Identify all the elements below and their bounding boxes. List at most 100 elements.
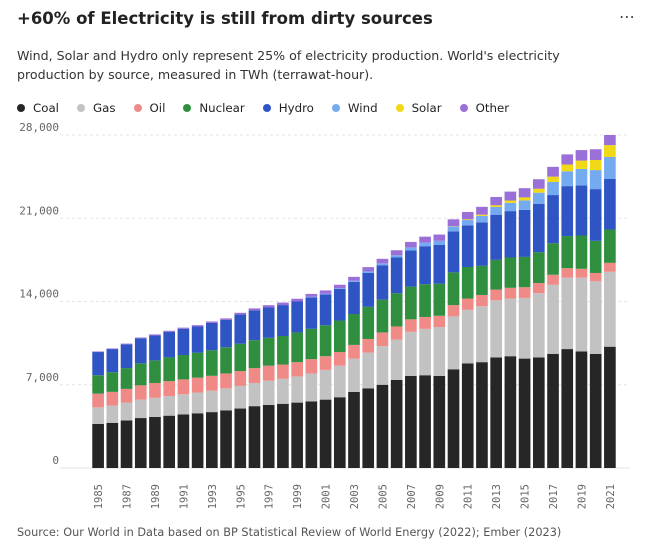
bar-segment-hydro (134, 338, 147, 364)
bar-segment-wind (419, 242, 431, 247)
bar-segment-gas (333, 365, 346, 398)
bar-segment-hydro (575, 185, 588, 236)
bar-segment-gas (291, 376, 303, 403)
bar-segment-nuclear (518, 256, 531, 288)
bar-segment-nuclear (248, 340, 261, 369)
bar-segment-oil (348, 344, 360, 359)
bar-segment-coal (277, 403, 289, 468)
bar-segment-wind (390, 255, 403, 258)
y-tick-label: 21,000 (19, 204, 59, 217)
bar-segment-other (604, 135, 616, 146)
bar-segment-oil (362, 338, 375, 353)
bar-segment-nuclear (447, 272, 460, 306)
bar-segment-nuclear (490, 259, 502, 290)
bar-segment-other (405, 241, 417, 248)
more-options-icon[interactable]: ⋯ (619, 7, 635, 26)
chart-legend: Coal Gas Oil Nuclear Hydro Wind Solar Ot… (17, 101, 527, 115)
bar-segment-nuclear (163, 357, 176, 382)
bar-segment-gas (277, 378, 289, 404)
bar-segment-coal (376, 384, 389, 468)
bar-segment-nuclear (262, 337, 275, 366)
legend-label: Hydro (278, 101, 314, 115)
bar-segment-coal (504, 356, 517, 468)
bar-segment-hydro (348, 281, 360, 314)
bar-segment-coal (149, 416, 161, 468)
bar-segment-hydro (419, 246, 431, 285)
legend-item-other: Other (459, 101, 509, 115)
bar-segment-solar (490, 205, 502, 207)
bar-segment-oil (134, 385, 147, 400)
bar-segment-nuclear (305, 328, 318, 360)
bar-segment-nuclear (134, 363, 147, 386)
bar-segment-wind (604, 157, 616, 179)
x-tick-label: 1995 (235, 484, 247, 509)
x-tick-label: 2013 (491, 484, 503, 509)
bar-segment-other (177, 327, 190, 329)
bar-segment-other (120, 343, 133, 345)
bar-segment-coal (319, 399, 332, 468)
bar-segment-coal (405, 375, 417, 468)
bar-segment-oil (504, 287, 517, 299)
bar-segment-other (277, 302, 289, 306)
bar-segment-nuclear (333, 320, 346, 353)
bar-segment-coal (291, 402, 303, 468)
bar-segment-coal (447, 369, 460, 468)
bar-segment-hydro (561, 186, 574, 237)
bar-segment-hydro (191, 326, 204, 353)
bar-segment-other (518, 188, 531, 198)
bar-segment-coal (433, 375, 446, 468)
bar-segment-solar (476, 214, 488, 216)
bar-segment-solar (561, 164, 574, 172)
bar-segment-other (291, 298, 303, 302)
bar-segment-coal (589, 353, 602, 468)
bar-segment-oil (532, 283, 545, 294)
bar-segment-wind (405, 247, 417, 251)
bar-segment-oil (333, 352, 346, 366)
bar-segment-oil (120, 388, 133, 403)
bar-segment-coal (220, 410, 232, 468)
bar-segment-oil (305, 359, 318, 374)
bar-segment-nuclear (234, 343, 247, 372)
x-tick-label: 1989 (150, 484, 162, 509)
bar-segment-hydro (476, 222, 488, 266)
bar-segment-hydro (305, 297, 318, 329)
x-tick-label: 2019 (577, 484, 589, 509)
bar-segment-oil (277, 364, 289, 379)
bar-segment-wind (447, 226, 460, 232)
bar-segment-oil (390, 326, 403, 340)
bar-segment-gas (92, 407, 104, 424)
legend-item-wind: Wind (331, 101, 378, 115)
x-tick-label: 2015 (520, 484, 532, 509)
bar-segment-gas (405, 331, 417, 376)
bar-segment-hydro (163, 331, 176, 358)
bar-segment-gas (447, 316, 460, 370)
bar-segment-wind (319, 293, 332, 295)
bar-segment-oil (177, 379, 190, 395)
bar-segment-other (376, 258, 389, 264)
bar-segment-hydro (206, 322, 218, 351)
bar-segment-gas (177, 394, 190, 415)
bar-segment-oil (589, 272, 602, 282)
bar-segment-hydro (376, 265, 389, 300)
legend-label: Nuclear (199, 101, 245, 115)
bar-segment-hydro (291, 301, 303, 333)
bar-segment-other (532, 179, 545, 189)
bar-segment-coal (490, 357, 502, 468)
x-tick-label: 2005 (377, 484, 389, 509)
bar-segment-hydro (220, 319, 232, 348)
bar-segment-wind (333, 288, 346, 290)
bar-segment-hydro (277, 305, 289, 336)
bar-segment-oil (191, 377, 204, 393)
bar-segment-oil (376, 332, 389, 347)
bar-segment-nuclear (604, 229, 616, 263)
x-tick-label: 1985 (93, 484, 105, 509)
bar-segment-coal (518, 358, 531, 468)
bar-segment-oil (419, 316, 431, 329)
bar-segment-oil (92, 393, 104, 408)
bar-segment-other (447, 219, 460, 227)
bar-segment-coal (134, 418, 147, 468)
bar-segment-wind (433, 240, 446, 246)
bar-segment-oil (575, 268, 588, 278)
y-tick-label: 0 (52, 454, 59, 467)
